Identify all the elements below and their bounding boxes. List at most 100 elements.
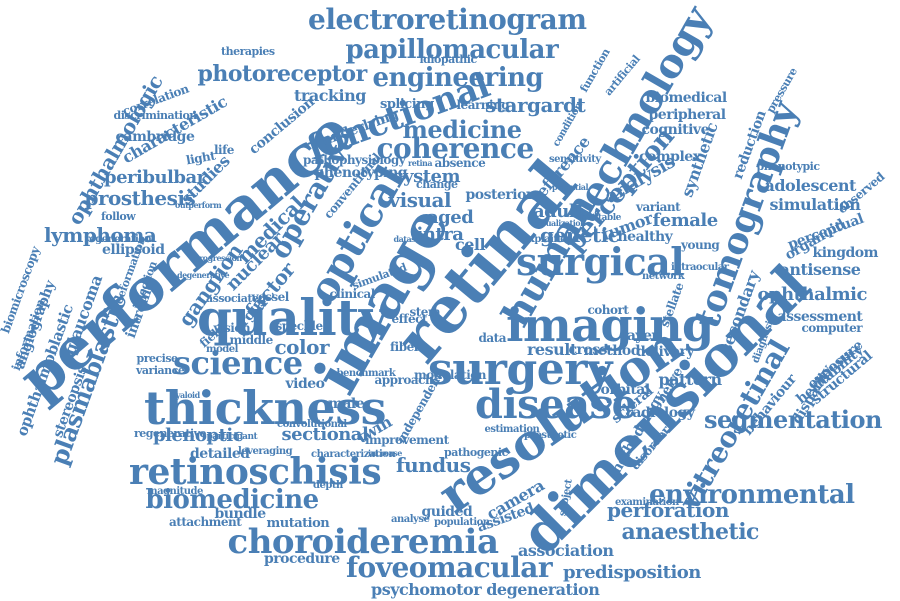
cloud-word: stargardt: [485, 93, 586, 117]
cloud-word: associated: [206, 291, 266, 305]
cloud-word: pathophysiology: [303, 153, 406, 167]
cloud-word: life: [214, 143, 234, 157]
cloud-word: visualization: [535, 218, 586, 228]
cloud-word: retina: [408, 158, 433, 168]
cloud-word: intraocular: [671, 262, 729, 273]
cloud-word: detailed: [190, 446, 250, 462]
cloud-word: orbital: [600, 382, 651, 398]
cloud-word: cohort: [587, 303, 629, 317]
cloud-word: regenerative: [134, 426, 207, 440]
cloud-word: female: [652, 210, 719, 231]
cloud-word: participant: [206, 431, 258, 442]
cloud-word: biomedical: [645, 90, 728, 106]
cloud-word: procedure: [264, 551, 340, 567]
cloud-word: pattern: [658, 370, 723, 389]
cloud-word: pathogenic: [444, 445, 508, 459]
cloud-word: magnitude: [147, 486, 203, 497]
cloud-word: radiology: [625, 405, 695, 421]
cloud-word: variant: [636, 200, 681, 214]
cloud-word: retinoschisis: [129, 451, 382, 493]
cloud-word: variance: [136, 363, 185, 377]
cloud-word: aged: [427, 207, 474, 228]
cloud-word: ophthalmic: [757, 284, 868, 305]
cloud-word: modulation: [414, 368, 486, 382]
cloud-word: adolescent: [764, 176, 857, 195]
cloud-word: effect: [391, 312, 428, 326]
cloud-word: cross: [568, 342, 608, 358]
cloud-word: antisense: [779, 260, 861, 279]
cloud-word: dataset: [393, 234, 424, 244]
cloud-word: degenerative: [177, 270, 230, 280]
cloud-word: disease: [475, 381, 637, 428]
cloud-word: discrimination: [113, 108, 198, 122]
cloud-word: result: [527, 340, 577, 359]
cloud-word: mutation: [266, 515, 330, 531]
cloud-word: environmental: [649, 480, 855, 510]
cloud-word: healthy: [617, 229, 673, 245]
cloud-word: cognitive: [641, 122, 710, 138]
cloud-word: estimation: [484, 424, 540, 435]
cloud-word: video: [285, 376, 326, 392]
cloud-word: follow: [101, 209, 136, 223]
cloud-word: tracking: [294, 86, 366, 105]
cloud-word: speckle: [275, 319, 324, 333]
cloud-word: regeneration: [84, 234, 152, 245]
cloud-word: delivery: [636, 344, 694, 360]
cloud-word: vessel: [251, 290, 290, 304]
cloud-word: splicing: [380, 96, 434, 112]
cloud-word: fundus: [396, 453, 471, 477]
cloud-word: ellipsoid: [102, 242, 165, 258]
cloud-word: predisposition: [563, 562, 701, 583]
cloud-word: layer: [622, 328, 659, 344]
cloud-word: papillomacular: [345, 35, 559, 65]
cloud-word: leveraging: [238, 446, 293, 457]
cloud-word: photoreceptor: [197, 61, 368, 87]
cloud-word: network: [642, 271, 685, 282]
cloud-word: approach: [374, 373, 434, 387]
cloud-word: biomedicine: [145, 485, 320, 515]
cloud-word: cambridge: [115, 129, 195, 145]
cloud-word: complex: [639, 149, 701, 165]
cloud-word: absence: [434, 156, 486, 170]
cloud-word: surgery: [428, 344, 612, 395]
cloud-word: prosthetic: [524, 430, 577, 441]
cloud-word: analyse: [391, 514, 430, 525]
cloud-word: psychomotor degeneration: [371, 580, 600, 599]
cloud-word: phenotypic: [756, 159, 821, 173]
cloud-word: lymphoma: [44, 223, 157, 247]
cloud-word: coherence: [376, 132, 535, 165]
cloud-word: clinical: [329, 287, 376, 301]
cloud-word: data: [478, 331, 507, 345]
cloud-word: model: [206, 344, 238, 355]
cloud-word: change: [416, 177, 458, 191]
cloud-word: kingdom: [812, 245, 879, 261]
cloud-word: peripheral: [648, 107, 727, 123]
cloud-word: stem: [409, 305, 441, 319]
cloud-word: cell: [455, 235, 486, 254]
cloud-word: imaging: [506, 298, 714, 352]
cloud-word: foveomacular: [346, 551, 553, 584]
cloud-word: potential: [552, 182, 589, 192]
cloud-word: intra: [416, 224, 464, 245]
cloud-word: bundle: [214, 506, 267, 522]
cloud-word: characterization: [311, 449, 396, 460]
cloud-word: middle: [229, 333, 274, 347]
cloud-word: peribulbar: [104, 167, 206, 188]
cloud-word: guided: [421, 504, 473, 520]
cloud-word: science: [173, 344, 303, 382]
cloud-word: adult: [533, 201, 584, 222]
cloud-word: perforation: [607, 498, 729, 522]
cloud-word: anaesthetic: [621, 519, 760, 545]
cloud-word: medicine: [402, 115, 523, 144]
cloud-word: convolutional: [277, 419, 347, 430]
cloud-word: outperform: [175, 200, 222, 210]
cloud-word: color: [274, 335, 330, 359]
cloud-word: visual: [388, 188, 452, 212]
cloud-word: simulation: [769, 195, 861, 214]
cloud-word: depth: [313, 480, 343, 491]
cloud-word: increase: [368, 448, 402, 458]
cloud-word: prosthesis: [84, 186, 196, 210]
cloud-word: computer: [801, 321, 863, 335]
cloud-word: system: [393, 166, 461, 187]
